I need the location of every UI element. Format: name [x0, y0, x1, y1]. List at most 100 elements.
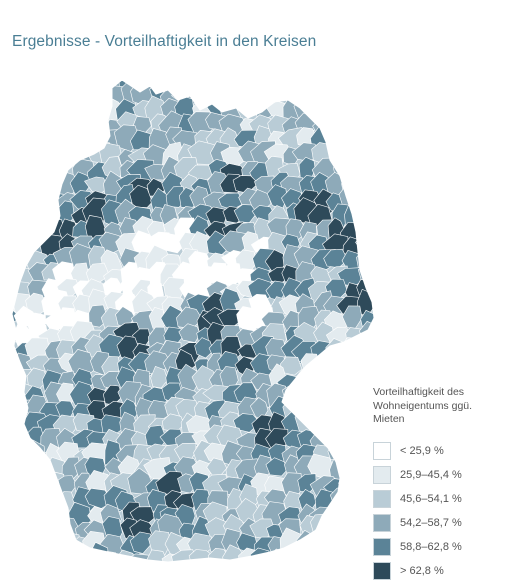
- district-region: [309, 80, 338, 97]
- district-region: [12, 251, 21, 274]
- legend-title-line: Mieten: [373, 413, 405, 425]
- district-region: [210, 80, 232, 106]
- district-region: [37, 491, 61, 513]
- district-region: [342, 501, 362, 525]
- district-region: [341, 147, 363, 166]
- legend-label: < 25,9 %: [400, 444, 444, 457]
- district-region: [12, 200, 42, 228]
- legend-label: 25,9–45,4 %: [400, 468, 462, 481]
- district-region: [342, 117, 370, 137]
- district-region: [25, 158, 53, 182]
- legend-swatch: [373, 537, 391, 556]
- district-region: [345, 374, 368, 391]
- district-region: [71, 80, 93, 91]
- district-region: [321, 88, 347, 105]
- district-region: [12, 80, 16, 94]
- district-region: [356, 100, 374, 120]
- district-region: [279, 356, 303, 376]
- district-region: [82, 100, 110, 120]
- district-region: [12, 474, 22, 494]
- district-region: [331, 125, 350, 156]
- district-region: [25, 125, 53, 155]
- district-region: [12, 80, 31, 97]
- district-region: [150, 366, 169, 389]
- district-region: [12, 168, 22, 198]
- district-region: [343, 128, 363, 153]
- legend-label: > 62,8 %: [400, 564, 444, 577]
- district-region: [23, 547, 51, 562]
- legend-swatch: [373, 441, 391, 460]
- district-region: [339, 535, 367, 556]
- district-region: [27, 118, 55, 137]
- district-region: [42, 544, 66, 562]
- district-region: [26, 203, 49, 221]
- legend-swatch: [373, 489, 391, 508]
- district-region: [233, 80, 263, 100]
- district-region: [356, 123, 374, 154]
- district-region: [265, 457, 289, 477]
- district-region: [355, 354, 374, 377]
- district-region: [237, 86, 263, 105]
- district-region: [73, 85, 96, 105]
- district-region: [12, 502, 31, 528]
- district-region: [12, 220, 20, 240]
- district-region: [26, 193, 47, 215]
- district-region: [12, 354, 18, 376]
- district-region: [12, 532, 21, 555]
- district-region: [355, 202, 374, 223]
- district-region: [354, 109, 374, 136]
- district-region: [326, 351, 347, 379]
- district-region: [361, 80, 374, 91]
- district-region: [341, 80, 361, 88]
- district-region: [322, 380, 348, 406]
- district-region: [29, 534, 53, 556]
- district-region: [26, 515, 51, 543]
- district-region: [353, 80, 374, 108]
- district-region: [25, 501, 46, 524]
- district-region: [312, 81, 336, 106]
- district-region: [297, 403, 321, 422]
- district-region: [27, 220, 47, 243]
- district-region: [191, 80, 217, 93]
- district-region: [24, 80, 47, 91]
- district-region: [355, 337, 374, 359]
- district-region: [340, 80, 360, 105]
- district-region: [56, 548, 77, 562]
- district-region: [73, 123, 90, 153]
- district-region: [74, 111, 93, 142]
- map-legend: Vorteilhaftigkeit des Wohneigentums ggü.…: [373, 386, 513, 583]
- legend-label: 58,8–62,8 %: [400, 540, 462, 553]
- district-region: [14, 486, 34, 512]
- district-region: [12, 142, 22, 162]
- legend-item: 45,6–54,1 %: [373, 487, 513, 511]
- district-region: [310, 513, 330, 541]
- district-region: [329, 143, 352, 166]
- district-region: [339, 440, 365, 462]
- district-region: [38, 521, 70, 540]
- district-region: [352, 186, 374, 215]
- district-region: [12, 551, 34, 562]
- district-region: [149, 80, 174, 90]
- legend-item: 58,8–62,8 %: [373, 535, 513, 559]
- district-region: [325, 398, 348, 418]
- district-region: [12, 140, 30, 165]
- district-region: [12, 109, 23, 136]
- district-region: [12, 413, 14, 436]
- district-region: [12, 126, 38, 149]
- district-region: [357, 155, 374, 181]
- district-region: [14, 172, 34, 196]
- district-region: [60, 532, 81, 554]
- district-region: [12, 124, 19, 152]
- district-region: [311, 99, 337, 125]
- district-region: [312, 355, 336, 376]
- district-region: [40, 535, 71, 560]
- district-region: [179, 80, 206, 87]
- district-region: [194, 337, 214, 359]
- district-region: [57, 80, 80, 92]
- district-region: [359, 143, 374, 164]
- germany-border: [11, 79, 375, 563]
- district-region: [129, 531, 152, 554]
- district-region: [12, 157, 16, 182]
- district-region: [337, 383, 364, 405]
- district-region: [340, 351, 368, 375]
